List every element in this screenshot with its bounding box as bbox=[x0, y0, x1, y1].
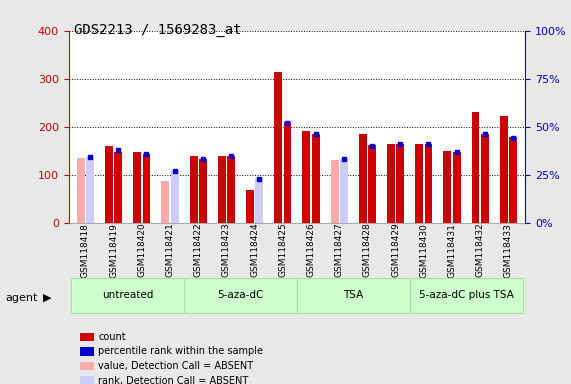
Bar bbox=[424, 144, 432, 223]
Bar bbox=[410, 278, 522, 313]
Bar bbox=[509, 137, 517, 223]
Bar bbox=[71, 278, 184, 313]
Bar bbox=[359, 134, 367, 223]
Bar bbox=[218, 156, 226, 223]
Bar bbox=[143, 154, 150, 223]
Bar bbox=[133, 152, 141, 223]
Text: 5-aza-dC plus TSA: 5-aza-dC plus TSA bbox=[419, 290, 513, 300]
Bar bbox=[472, 113, 480, 223]
Text: GSM118418: GSM118418 bbox=[81, 223, 90, 278]
Text: GSM118420: GSM118420 bbox=[138, 223, 146, 278]
Text: agent: agent bbox=[6, 293, 38, 303]
Bar bbox=[284, 122, 291, 223]
Bar bbox=[453, 152, 461, 223]
Bar bbox=[481, 134, 489, 223]
Text: GSM118425: GSM118425 bbox=[278, 223, 287, 278]
Text: GSM118421: GSM118421 bbox=[166, 223, 175, 278]
Bar bbox=[105, 146, 113, 223]
Text: GSM118429: GSM118429 bbox=[391, 223, 400, 278]
Bar bbox=[274, 71, 282, 223]
Text: ▶: ▶ bbox=[43, 293, 51, 303]
Text: GSM118424: GSM118424 bbox=[250, 223, 259, 277]
Text: GDS2213 / 1569283_at: GDS2213 / 1569283_at bbox=[74, 23, 242, 37]
Bar bbox=[331, 161, 339, 223]
Text: GSM118428: GSM118428 bbox=[363, 223, 372, 278]
Bar bbox=[86, 157, 94, 223]
Text: GSM118423: GSM118423 bbox=[222, 223, 231, 278]
Bar bbox=[303, 131, 310, 223]
Bar bbox=[387, 144, 395, 223]
Bar bbox=[227, 156, 235, 223]
Bar bbox=[368, 145, 376, 223]
Bar bbox=[444, 151, 451, 223]
Bar bbox=[171, 170, 179, 223]
Bar bbox=[415, 144, 423, 223]
Bar bbox=[340, 159, 348, 223]
Text: TSA: TSA bbox=[343, 290, 363, 300]
Text: GSM118433: GSM118433 bbox=[504, 223, 513, 278]
Bar bbox=[500, 116, 508, 223]
Bar bbox=[190, 157, 198, 223]
Bar bbox=[297, 278, 410, 313]
Text: rank, Detection Call = ABSENT: rank, Detection Call = ABSENT bbox=[98, 376, 248, 384]
Bar bbox=[246, 190, 254, 223]
Bar bbox=[162, 181, 170, 223]
Bar bbox=[396, 144, 404, 223]
Bar bbox=[114, 152, 122, 223]
Text: untreated: untreated bbox=[102, 290, 154, 300]
Text: value, Detection Call = ABSENT: value, Detection Call = ABSENT bbox=[98, 361, 254, 371]
Bar bbox=[312, 134, 320, 223]
Text: GSM118426: GSM118426 bbox=[307, 223, 316, 278]
Text: GSM118431: GSM118431 bbox=[448, 223, 456, 278]
Bar bbox=[184, 278, 297, 313]
Text: GSM118419: GSM118419 bbox=[109, 223, 118, 278]
Text: GSM118432: GSM118432 bbox=[476, 223, 485, 278]
Bar bbox=[199, 159, 207, 223]
Text: 5-aza-dC: 5-aza-dC bbox=[218, 290, 264, 300]
Text: GSM118427: GSM118427 bbox=[335, 223, 344, 278]
Text: count: count bbox=[98, 332, 126, 342]
Bar bbox=[255, 178, 263, 223]
Text: GSM118422: GSM118422 bbox=[194, 223, 203, 277]
Text: GSM118430: GSM118430 bbox=[419, 223, 428, 278]
Bar bbox=[77, 158, 85, 223]
Text: percentile rank within the sample: percentile rank within the sample bbox=[98, 346, 263, 356]
